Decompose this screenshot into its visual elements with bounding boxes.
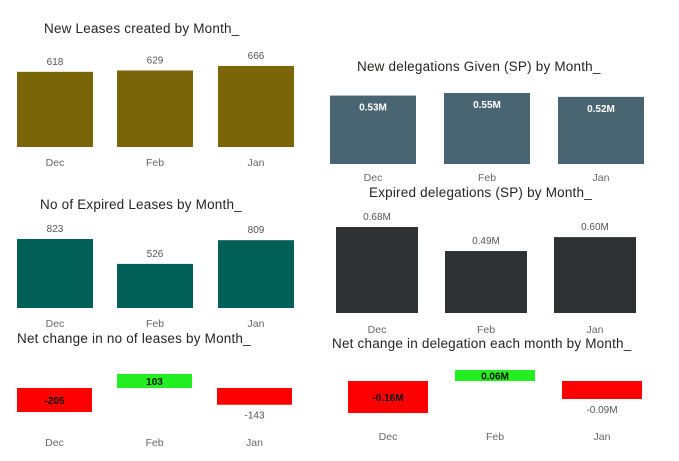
chart-plot: 0.68M Dec 0.49M Feb 0.60M Jan	[336, 212, 636, 336]
category-label: Jan	[248, 318, 265, 330]
bar-jan	[554, 237, 636, 313]
chart-plot: 618 Dec 629 Feb 666 Jan	[17, 51, 294, 169]
chart-title: New Leases created by Month_	[44, 21, 240, 36]
data-label: -0.09M	[586, 405, 617, 416]
data-label: 526	[147, 249, 164, 260]
chart-title: Expired delegations (SP) by Month_	[369, 185, 592, 200]
category-label: Dec	[379, 431, 398, 443]
category-label: Feb	[145, 437, 163, 449]
data-label: 0.68M	[363, 212, 391, 223]
category-label: Feb	[146, 157, 164, 169]
chart-plot: 823 Dec 526 Feb 809 Jan	[17, 224, 294, 330]
category-label: Dec	[368, 324, 387, 336]
category-label: Feb	[146, 318, 164, 330]
category-label: Dec	[45, 437, 64, 449]
chart-new-delegations: New delegations Given (SP) by Month_ 0.5…	[320, 0, 679, 190]
bar-feb	[445, 251, 527, 313]
bar-dec	[330, 95, 416, 164]
bar-dec	[348, 381, 428, 413]
data-label: 0.53M	[359, 103, 387, 114]
category-label: Feb	[478, 172, 496, 184]
category-label: Feb	[486, 431, 504, 443]
bar-dec	[336, 227, 418, 313]
category-label: Dec	[364, 172, 383, 184]
data-label: 0.55M	[473, 100, 501, 111]
data-label: 0.60M	[581, 222, 609, 233]
data-label: 809	[248, 225, 265, 236]
category-label: Jan	[246, 437, 263, 449]
chart-expired-leases: No of Expired Leases by Month_ 823 Dec 526…	[0, 0, 330, 340]
chart-expired-delegations: Expired delegations (SP) by Month_ 0.68M…	[320, 0, 679, 340]
bar-dec	[17, 388, 92, 412]
data-label: 103	[146, 377, 163, 388]
data-label: -0.16M	[372, 393, 403, 404]
data-label: 666	[248, 51, 265, 62]
data-label: 823	[47, 224, 64, 235]
chart-net-change-delegations: Net change in delegation each month by M…	[320, 0, 679, 461]
data-label: 618	[47, 57, 64, 68]
chart-plot: -205 Dec 103 Feb -143 Jan	[17, 374, 292, 449]
chart-title: New delegations Given (SP) by Month_	[357, 59, 601, 74]
bar-jan	[217, 388, 292, 405]
category-label: Dec	[46, 157, 65, 169]
bar-jan	[558, 96, 644, 164]
category-label: Feb	[477, 324, 495, 336]
bar-dec	[17, 239, 93, 308]
chart-title: Net change in no of leases by Month_	[17, 331, 251, 346]
data-label: -205	[44, 396, 64, 407]
bar-jan	[562, 381, 642, 399]
category-label: Dec	[46, 318, 65, 330]
data-label: 0.49M	[472, 236, 500, 247]
bar-feb	[455, 370, 535, 381]
bar-jan	[218, 66, 294, 147]
chart-title: No of Expired Leases by Month_	[40, 197, 242, 212]
bar-feb	[117, 70, 193, 147]
data-label: 0.06M	[481, 372, 509, 383]
bar-feb	[117, 263, 193, 308]
bar-feb	[117, 374, 192, 388]
bar-dec	[17, 71, 93, 147]
data-label: 629	[147, 56, 164, 67]
category-label: Jan	[248, 157, 265, 169]
category-label: Jan	[594, 431, 611, 443]
chart-new-leases: New Leases created by Month_ 618 Dec 629 Fe…	[0, 0, 330, 180]
chart-title: Net change in delegation each month by M…	[332, 336, 632, 351]
bar-jan	[218, 240, 294, 308]
bar-feb	[444, 93, 530, 164]
chart-plot: -0.16M Dec 0.06M Feb -0.09M Jan	[348, 370, 642, 443]
category-label: Jan	[587, 324, 604, 336]
data-label: 0.52M	[587, 104, 615, 115]
data-label: -143	[244, 411, 264, 422]
chart-net-change-leases: Net change in no of leases by Month_ -20…	[0, 0, 330, 461]
chart-plot: 0.53M Dec 0.55M Feb 0.52M Jan	[330, 93, 644, 184]
category-label: Jan	[593, 172, 610, 184]
